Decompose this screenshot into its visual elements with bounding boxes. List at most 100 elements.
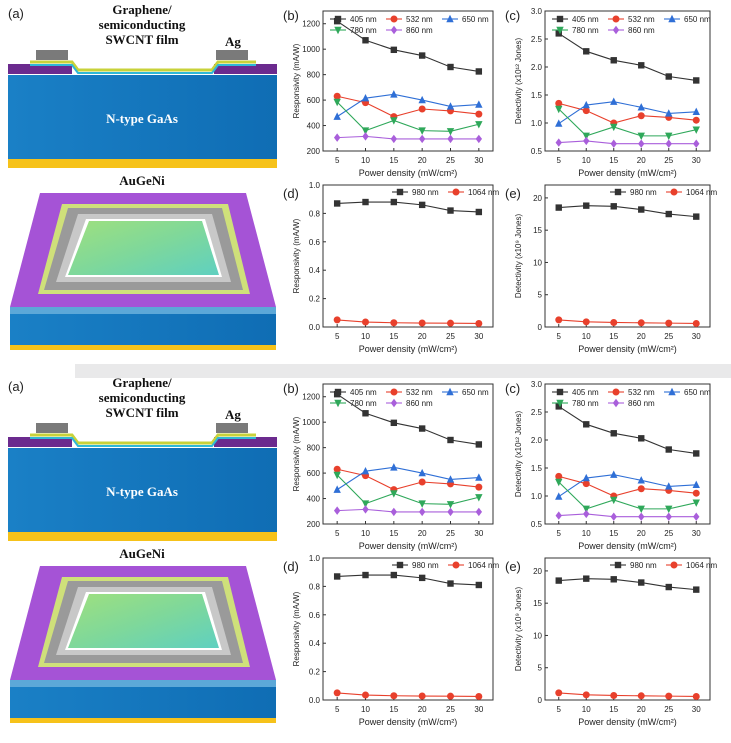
data-point xyxy=(665,583,672,591)
ag-electrode-right xyxy=(216,50,248,60)
data-point xyxy=(692,499,700,507)
plot-frame xyxy=(322,383,494,525)
series-1064-nm xyxy=(333,689,483,700)
legend-entry: 405 nm xyxy=(330,15,377,24)
back-contact-label: AuGeNi xyxy=(119,546,165,561)
back-contact-label: AuGeNi xyxy=(119,173,165,188)
data-point xyxy=(610,512,617,521)
legend-marker xyxy=(670,188,678,196)
y-tick-label: 1000 xyxy=(302,418,320,427)
data-point xyxy=(555,204,562,211)
data-point xyxy=(390,571,398,579)
data-point xyxy=(583,48,590,55)
plot-frame xyxy=(544,557,711,701)
data-point xyxy=(418,134,426,144)
x-tick-label: 20 xyxy=(418,529,427,538)
x-tick-label: 15 xyxy=(389,332,398,341)
legend-label: 1064 nm xyxy=(468,188,499,197)
legend-entry: 980 nm xyxy=(392,561,439,570)
series-650-nm xyxy=(333,463,483,493)
data-point xyxy=(475,473,483,481)
y-tick-label: 2.0 xyxy=(531,63,543,72)
data-point xyxy=(390,507,398,517)
series-line xyxy=(558,140,697,145)
y-tick-label: 10 xyxy=(533,631,542,640)
data-point xyxy=(665,132,673,141)
y-axis-label: Detectivity (x10⁹ Jones) xyxy=(514,213,523,298)
data-point xyxy=(333,485,341,493)
data-point xyxy=(446,128,455,136)
active-film xyxy=(68,221,219,275)
chart-b: (b) 5 10 15 20 25 30 200 400 600 800 1000 1200 Power … xyxy=(283,381,494,551)
legend-entry: 980 nm xyxy=(610,188,657,197)
data-point xyxy=(693,450,700,457)
data-point xyxy=(692,116,700,124)
series-650-nm xyxy=(555,470,700,500)
y-tick-label: 0.4 xyxy=(309,266,321,275)
data-point xyxy=(693,77,700,84)
legend-entry: 532 nm xyxy=(386,15,433,24)
legend-marker xyxy=(668,14,676,23)
data-point xyxy=(362,410,369,417)
data-point xyxy=(610,57,617,64)
y-tick-label: 0.5 xyxy=(531,147,543,156)
data-point xyxy=(637,692,645,700)
series-1064-nm xyxy=(555,689,700,700)
data-point xyxy=(610,691,618,699)
data-point xyxy=(665,109,673,117)
series-line xyxy=(336,466,479,491)
data-point xyxy=(637,319,645,327)
series-line xyxy=(337,319,479,324)
data-point xyxy=(693,213,700,220)
series-780-nm xyxy=(555,105,700,141)
panel-label: (b) xyxy=(283,381,299,396)
panel-label: (c) xyxy=(505,381,520,396)
legend-label: 532 nm xyxy=(628,15,655,24)
edge-band xyxy=(10,680,276,687)
data-point xyxy=(333,316,341,324)
data-point xyxy=(555,511,562,520)
device-3d-view xyxy=(10,566,276,723)
data-point xyxy=(418,95,426,104)
series-line xyxy=(558,101,697,125)
x-tick-label: 10 xyxy=(361,332,370,341)
data-point xyxy=(475,507,483,517)
ag-electrode-left xyxy=(36,423,68,433)
x-tick-label: 30 xyxy=(692,332,701,341)
y-tick-label: 1000 xyxy=(302,45,320,54)
data-point xyxy=(475,134,483,144)
x-tick-label: 25 xyxy=(446,332,455,341)
data-point xyxy=(583,136,590,146)
y-tick-label: 600 xyxy=(307,96,321,105)
x-tick-label: 20 xyxy=(418,156,427,165)
data-point xyxy=(361,127,370,135)
plot-frame xyxy=(322,557,494,701)
device-back-contact xyxy=(10,718,276,723)
series-line xyxy=(558,692,697,697)
data-point xyxy=(475,319,483,327)
data-point xyxy=(610,430,617,437)
data-point xyxy=(418,52,426,59)
x-tick-label: 20 xyxy=(637,529,646,538)
x-tick-label: 25 xyxy=(664,332,673,341)
x-axis-label: Power density (mW/cm²) xyxy=(359,717,458,727)
series-line xyxy=(337,135,479,140)
legend-entry: 532 nm xyxy=(608,388,655,397)
series-780-nm xyxy=(333,98,483,136)
panel-label: (e) xyxy=(505,559,521,574)
schematic-cross-section: (a) Graphene/ semiconducting SWCNT film … xyxy=(8,2,277,188)
data-point xyxy=(637,132,645,141)
legend-marker xyxy=(556,399,564,408)
gaas-substrate xyxy=(8,75,277,159)
data-point xyxy=(692,480,700,488)
data-point xyxy=(582,107,590,115)
y-tick-label: 1200 xyxy=(302,393,320,402)
data-point xyxy=(555,472,563,480)
data-point xyxy=(665,482,673,490)
data-point xyxy=(638,435,645,442)
series-650-nm xyxy=(555,97,700,127)
y-tick-label: 2.5 xyxy=(531,35,543,44)
data-point xyxy=(665,505,673,514)
legend-entry: 532 nm xyxy=(386,388,433,397)
x-tick-label: 15 xyxy=(389,529,398,538)
